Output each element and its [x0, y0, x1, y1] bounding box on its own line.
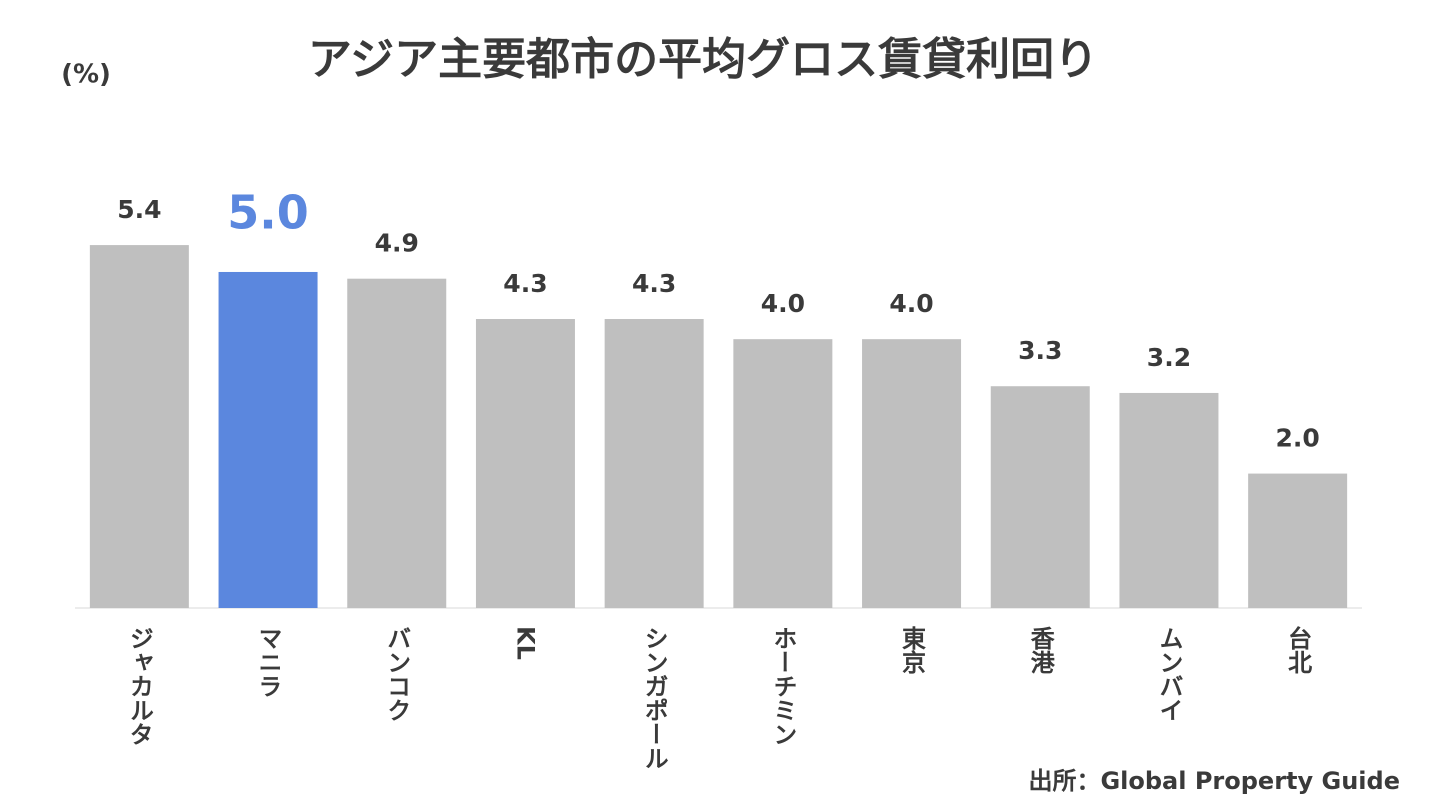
value-label: 5.0 — [227, 185, 309, 239]
unit-label: (%) — [61, 60, 111, 90]
source-note: 出所：Global Property Guide — [1028, 767, 1400, 795]
x-tick-label: 東京 — [898, 626, 926, 675]
bar — [1248, 473, 1348, 608]
bar — [475, 319, 575, 608]
value-label: 4.0 — [761, 289, 805, 318]
value-label: 2.0 — [1276, 424, 1320, 453]
x-tick-label: 台北 — [1284, 625, 1312, 674]
bar — [990, 386, 1090, 608]
bar — [604, 319, 704, 608]
bar — [347, 278, 447, 608]
value-label: 4.3 — [503, 269, 547, 298]
x-tick-label: ジャカルタ — [125, 626, 153, 746]
bar — [1119, 392, 1219, 608]
x-tick-label: ホーチミン — [769, 626, 797, 746]
bar — [862, 339, 962, 608]
value-label: 5.4 — [117, 195, 161, 224]
x-tick-label: KL — [511, 626, 539, 660]
x-tick-label: マニラ — [254, 626, 282, 698]
chart-title: アジア主要都市の平均グロス賃貸利回り — [308, 34, 1098, 85]
bar — [218, 271, 318, 608]
value-label: 4.3 — [632, 269, 676, 298]
value-label: 4.9 — [375, 229, 419, 258]
bar — [89, 245, 189, 608]
x-tick-label: ムンバイ — [1155, 626, 1183, 722]
x-tick-label: 香港 — [1026, 626, 1054, 674]
bar — [733, 339, 833, 608]
x-tick-label: バンコク — [383, 626, 411, 722]
value-label: 3.3 — [1018, 336, 1062, 365]
value-label: 4.0 — [889, 289, 933, 318]
x-tick-label: シンガポール — [640, 626, 668, 770]
value-label: 3.2 — [1147, 343, 1191, 372]
